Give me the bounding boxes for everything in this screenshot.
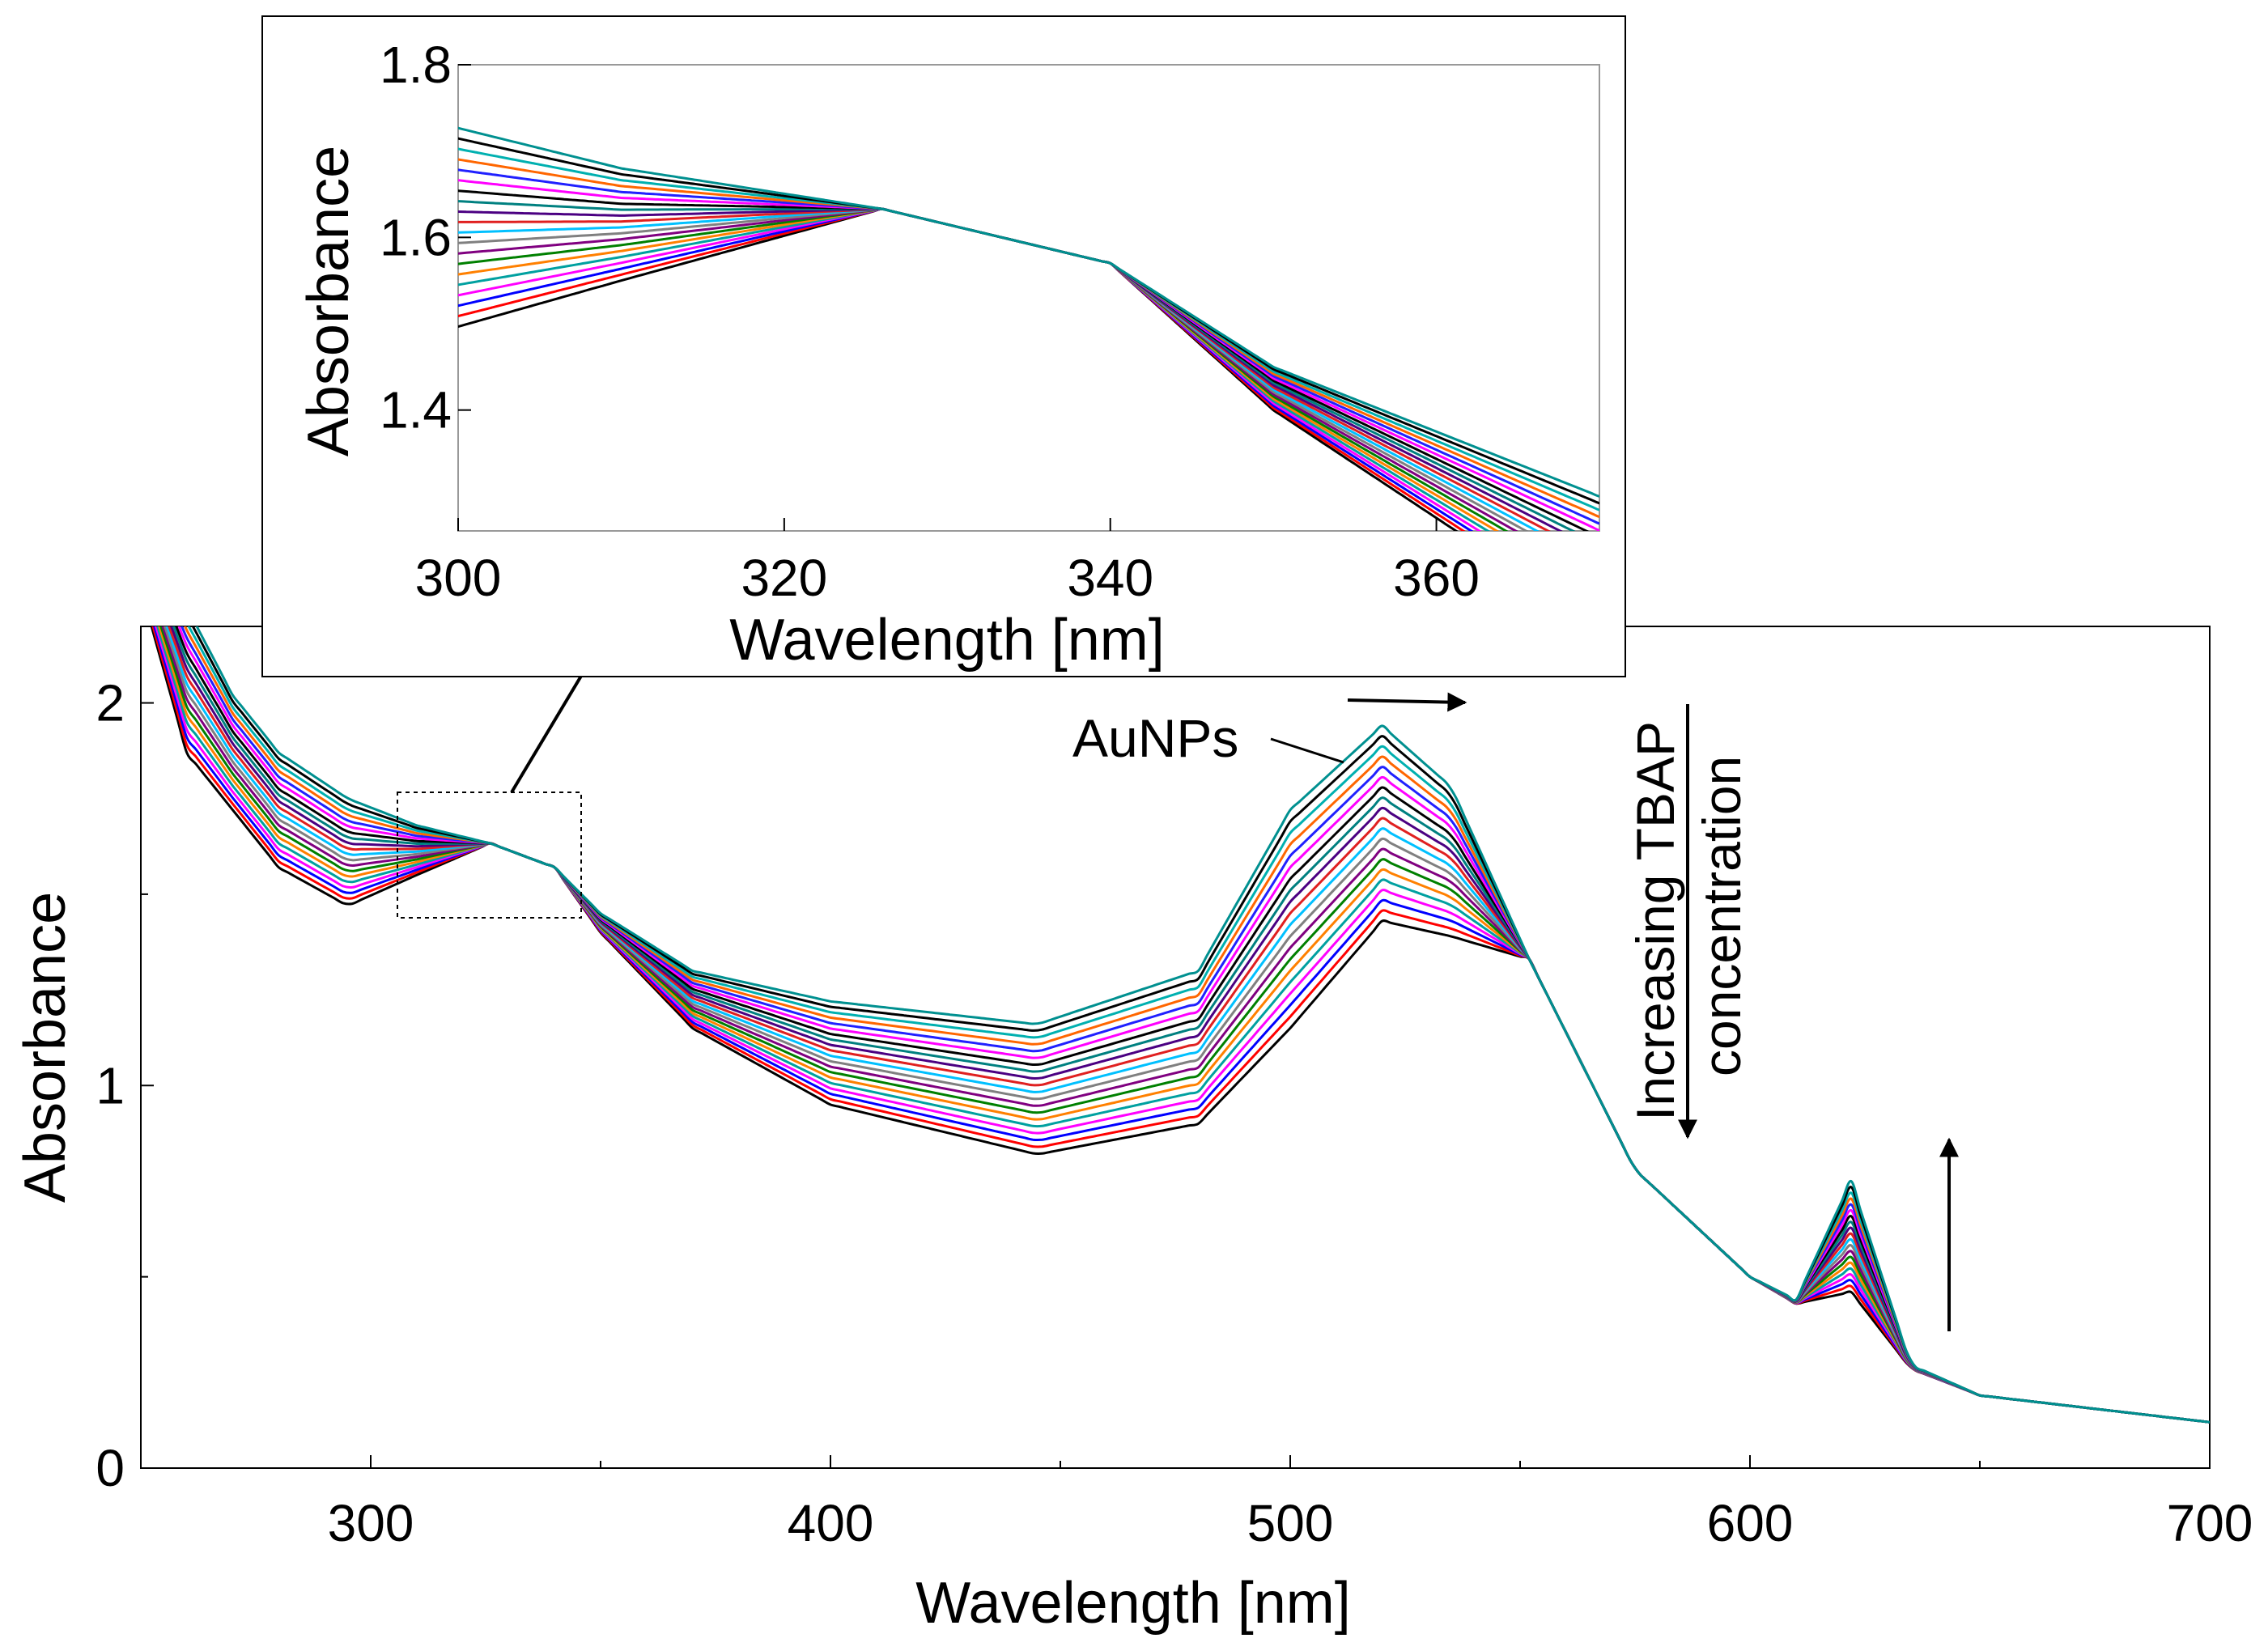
series-line [161, 626, 2210, 1424]
x-tick-label: 320 [741, 549, 827, 607]
y-tick-label: 1 [96, 1056, 125, 1114]
y-tick-label: 1.8 [380, 36, 452, 94]
x-tick-label: 500 [1247, 1494, 1334, 1552]
inset-plot: 300 320 340 360 1.4 1.6 1.8 Wavelength [nm] Ab… [261, 15, 1626, 677]
y-tick-label: 2 [96, 674, 125, 732]
main-ticks [140, 702, 2211, 1469]
x-tick-label: 300 [328, 1494, 414, 1552]
series-line [155, 626, 2210, 1424]
inset-y-axis-title: Absorbance [296, 146, 361, 456]
x-tick-label: 400 [788, 1494, 874, 1552]
aunps-leader-line [1270, 737, 1344, 764]
inset-plot-frame [457, 64, 1600, 532]
x-tick-label: 700 [2167, 1494, 2253, 1552]
inset-background [261, 15, 1626, 677]
series-line [163, 626, 2210, 1424]
series-line [458, 126, 1599, 498]
main-y-axis-title: Absorbance [13, 892, 78, 1203]
redshift-arrow [1347, 692, 1467, 712]
inset-series-group [458, 126, 1599, 531]
x-tick-label: 600 [1707, 1494, 1794, 1552]
main-x-axis-title: Wavelength [nm] [915, 1571, 1351, 1636]
series-line [155, 626, 2210, 1424]
zoom-region-box [397, 792, 582, 919]
tbap-label-line2: concentration [1692, 756, 1752, 1076]
y-tick-label: 1.4 [380, 381, 452, 439]
series-line [195, 626, 2210, 1424]
y-tick-label: 0 [96, 1439, 125, 1497]
aunps-label: AuNPs [1072, 708, 1238, 768]
inset-x-axis-title: Wavelength [nm] [729, 608, 1165, 673]
inset-tick-labels: 300 320 340 360 1.4 1.6 1.8 [380, 36, 1480, 607]
inset-ticks [457, 64, 1438, 531]
tbap-label-line1: Increasing TBAP [1625, 721, 1685, 1121]
x-tick-label: 360 [1393, 549, 1480, 607]
main-tick-labels: 300 400 500 600 700 0 1 2 [96, 674, 2253, 1552]
y-tick-label: 1.6 [380, 208, 452, 266]
x-tick-label: 300 [415, 549, 502, 607]
main-series-group [150, 626, 2210, 1424]
x-tick-label: 340 [1067, 549, 1153, 607]
main-plot: 300 400 500 600 700 0 1 2 Wavelength [nm] Absor… [13, 626, 2253, 1636]
